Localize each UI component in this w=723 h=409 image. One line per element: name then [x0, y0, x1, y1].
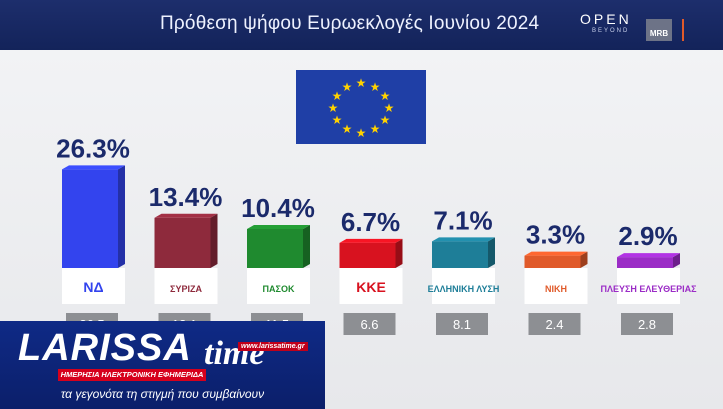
- bar-1: [154, 217, 211, 268]
- bar-top-4: [432, 237, 495, 242]
- bar-top-0: [62, 165, 125, 170]
- bar-2: [247, 229, 303, 268]
- party-logo-5: ΝΙΚΗ: [545, 284, 567, 294]
- larissatime-watermark: LARISSA time www.larissatime.gr ΗΜΕΡΗΣΙΑ…: [0, 321, 325, 409]
- bar-top-1: [154, 213, 218, 218]
- previous-value-4: 8.1: [453, 317, 471, 332]
- bar-6: [617, 257, 673, 268]
- previous-value-5: 2.4: [545, 317, 563, 332]
- mrb-logo: MRB: [646, 19, 672, 41]
- party-logo-box-2: [247, 268, 310, 304]
- value-label-1: 13.4%: [149, 182, 223, 212]
- eu-flag-icon: ★ ★ ★ ★ ★ ★ ★ ★ ★ ★ ★ ★: [296, 70, 426, 144]
- svg-text:★: ★: [356, 126, 367, 140]
- party-logo-3: ΚΚΕ: [356, 279, 386, 295]
- previous-value-3: 6.6: [360, 317, 378, 332]
- header-bar: Πρόθεση ψήφου Ευρωεκλογές Ιουνίου 2024 O…: [0, 0, 723, 50]
- party-logo-box-1: [154, 268, 218, 304]
- bar-side-1: [210, 213, 218, 268]
- svg-text:★: ★: [370, 80, 381, 94]
- party-logo-0: ΝΔ: [83, 279, 103, 295]
- svg-text:★: ★: [380, 113, 391, 127]
- svg-text:★: ★: [370, 122, 381, 136]
- bar-side-0: [118, 165, 125, 268]
- bar-0: [62, 169, 118, 268]
- bar-top-3: [339, 238, 403, 243]
- svg-text:★: ★: [332, 89, 343, 103]
- value-label-6: 2.9%: [618, 221, 677, 251]
- watermark-name2: time: [204, 335, 265, 372]
- bar-4: [432, 241, 488, 268]
- bar-top-5: [524, 251, 588, 256]
- bar-side-4: [488, 237, 495, 268]
- brand-divider: [682, 19, 684, 41]
- bar-5: [524, 255, 581, 268]
- value-label-3: 6.7%: [341, 207, 400, 237]
- svg-text:★: ★: [332, 113, 343, 127]
- bar-side-3: [395, 238, 403, 268]
- value-label-2: 10.4%: [241, 193, 315, 223]
- open-logo-sub: BEYOND: [592, 28, 630, 34]
- watermark-tagline-red: ΗΜΕΡΗΣΙΑ ΗΛΕΚΤΡΟΝΙΚΗ ΕΦΗΜΕΡΙΔΑ: [58, 369, 206, 381]
- bar-top-6: [617, 253, 680, 258]
- bar-top-2: [247, 225, 310, 229]
- value-label-4: 7.1%: [433, 205, 492, 235]
- svg-text:★: ★: [328, 101, 339, 115]
- previous-value-box-3: [343, 313, 396, 335]
- svg-text:★: ★: [342, 122, 353, 136]
- party-logo-box-6: [617, 268, 680, 304]
- bar-side-6: [673, 253, 680, 268]
- open-logo: OPEN: [580, 11, 632, 27]
- bar-side-5: [580, 251, 588, 268]
- value-label-0: 26.3%: [56, 133, 130, 163]
- previous-value-box-4: [436, 313, 488, 335]
- svg-text:★: ★: [380, 89, 391, 103]
- previous-value-box-5: [528, 313, 581, 335]
- value-label-5: 3.3%: [526, 220, 585, 250]
- party-logo-box-3: [339, 268, 403, 304]
- party-logo-box-4: [432, 268, 495, 304]
- watermark-tagline: τα γεγονότα τη στιγμή που συμβαίνουν: [60, 387, 265, 401]
- svg-text:★: ★: [356, 76, 367, 90]
- svg-text:★: ★: [342, 80, 353, 94]
- eu-stars: ★ ★★ ★★★ ★★★ ★★★: [328, 76, 395, 140]
- bar-side-2: [303, 225, 310, 268]
- party-logo-4: ΕΛΛΗΝΙΚΗ ΛΥΣΗ: [428, 284, 500, 294]
- party-logo-2: ΠΑΣΟΚ: [263, 284, 295, 294]
- party-logo-box-5: [524, 268, 588, 304]
- previous-value-6: 2.8: [638, 317, 656, 332]
- watermark-url: www.larissatime.gr: [238, 342, 308, 351]
- watermark-name: LARISSA: [18, 327, 192, 369]
- party-logo-box-0: [62, 268, 125, 304]
- bar-3: [339, 242, 396, 268]
- party-logo-1: ΣΥΡΙΖΑ: [170, 284, 202, 294]
- page-title: Πρόθεση ψήφου Ευρωεκλογές Ιουνίου 2024: [160, 13, 540, 34]
- previous-value-box-6: [621, 313, 673, 335]
- party-logo-6: ΠΛΕΥΣΗ ΕΛΕΥΘΕΡΙΑΣ: [601, 284, 698, 294]
- svg-text:★: ★: [384, 101, 395, 115]
